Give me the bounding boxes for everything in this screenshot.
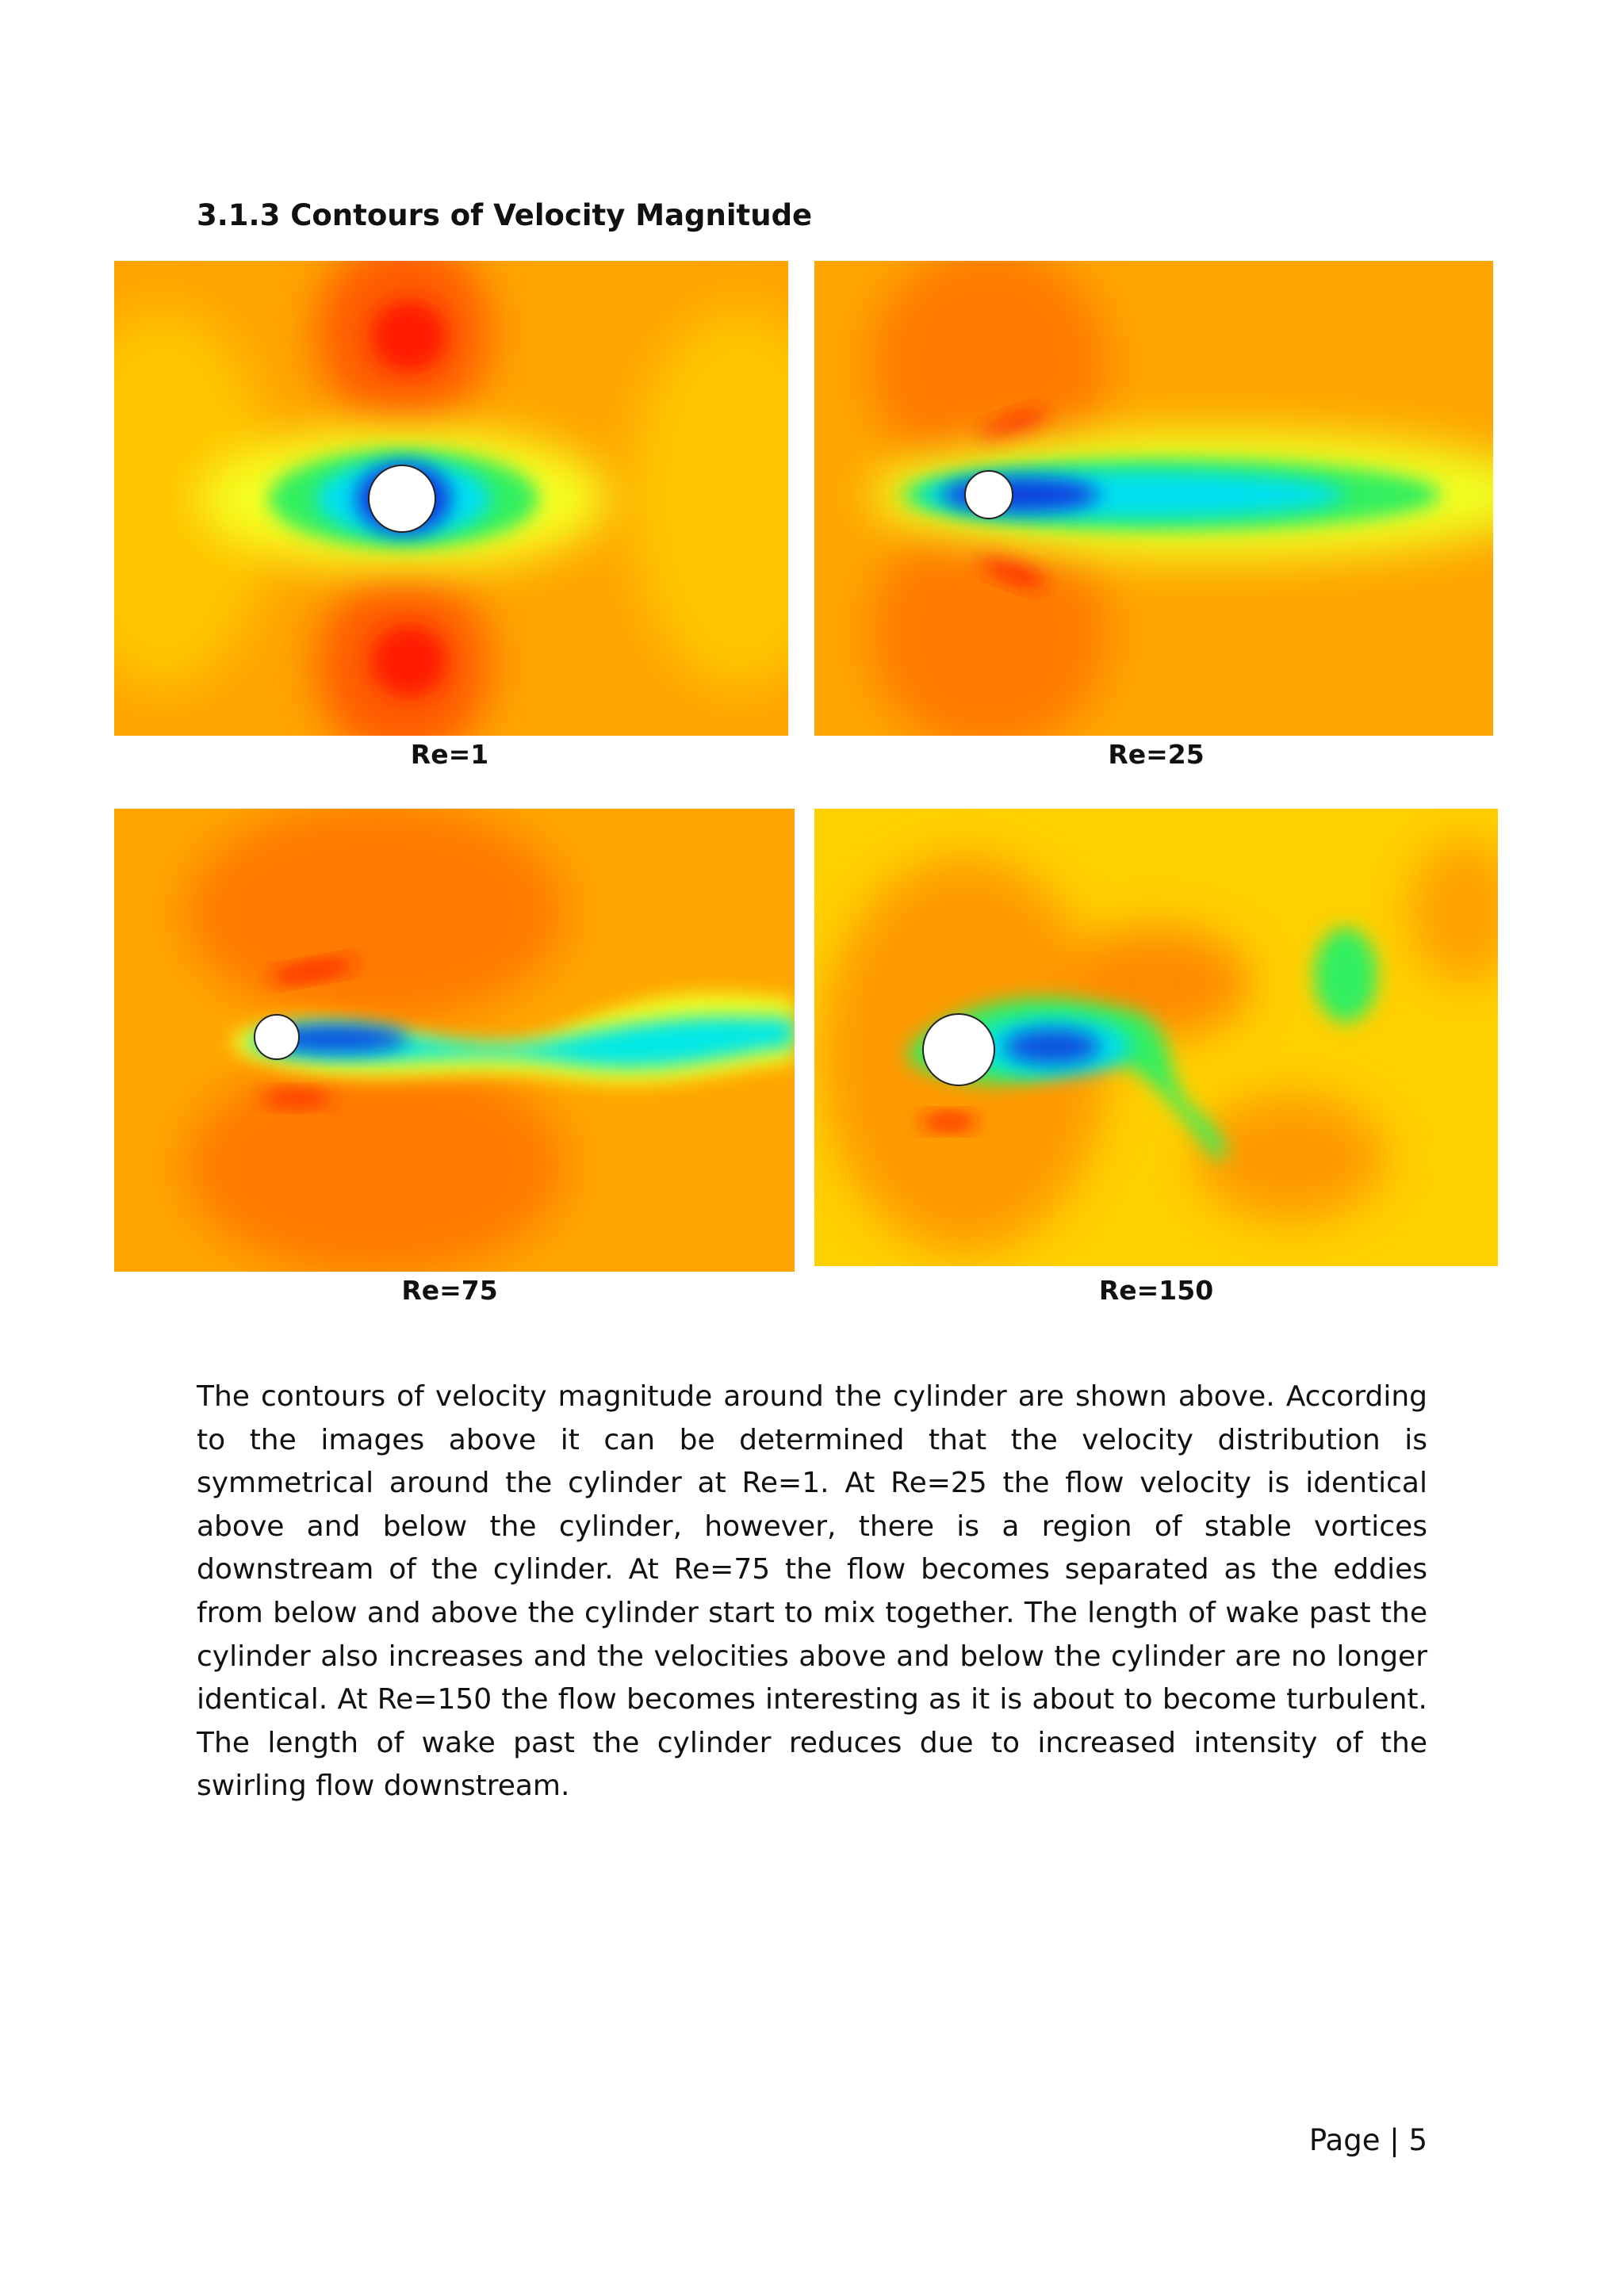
body-paragraph: The contours of velocity magnitude aroun… [197,1380,1427,1803]
page-number: Page | 5 [1308,2123,1427,2157]
figure-caption: Re=25 [1108,739,1205,770]
contour-re25 [814,261,1493,736]
section-heading: 3.1.3 Contours of Velocity Magnitude [197,198,813,232]
contour-re1 [114,261,788,736]
figure-caption: Re=75 [401,1275,498,1306]
figure-caption: Re=1 [410,739,489,770]
contour-re150 [814,809,1498,1266]
figure-caption: Re=150 [1098,1275,1214,1306]
contour-re75 [114,809,795,1272]
